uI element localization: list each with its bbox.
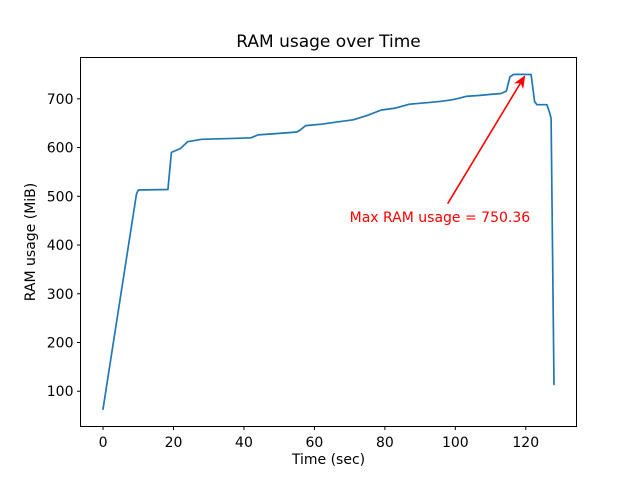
chart-title: RAM usage over Time — [236, 32, 421, 52]
x-tick-label: 100 — [442, 435, 469, 451]
annotation-arrow — [446, 75, 526, 205]
x-tick-label: 0 — [99, 435, 108, 451]
annotation-text: Max RAM usage = 750.36 — [350, 210, 531, 226]
y-tick-label: 400 — [47, 238, 74, 254]
y-tick-label: 200 — [47, 335, 74, 351]
x-tick-label: 80 — [376, 435, 394, 451]
y-tick-label: 100 — [47, 384, 74, 400]
x-tick-label: 20 — [165, 435, 183, 451]
x-tick-label: 120 — [512, 435, 539, 451]
x-tick-label: 60 — [305, 435, 323, 451]
x-tick-label: 40 — [235, 435, 253, 451]
y-tick-label: 300 — [47, 287, 74, 303]
axes-frame — [80, 57, 577, 427]
x-axis-label: Time (sec) — [291, 452, 366, 468]
y-tick-label: 600 — [47, 141, 74, 157]
y-tick-label: 500 — [47, 189, 74, 205]
ram-usage-line — [102, 73, 555, 411]
y-tick-label: 700 — [47, 92, 74, 108]
